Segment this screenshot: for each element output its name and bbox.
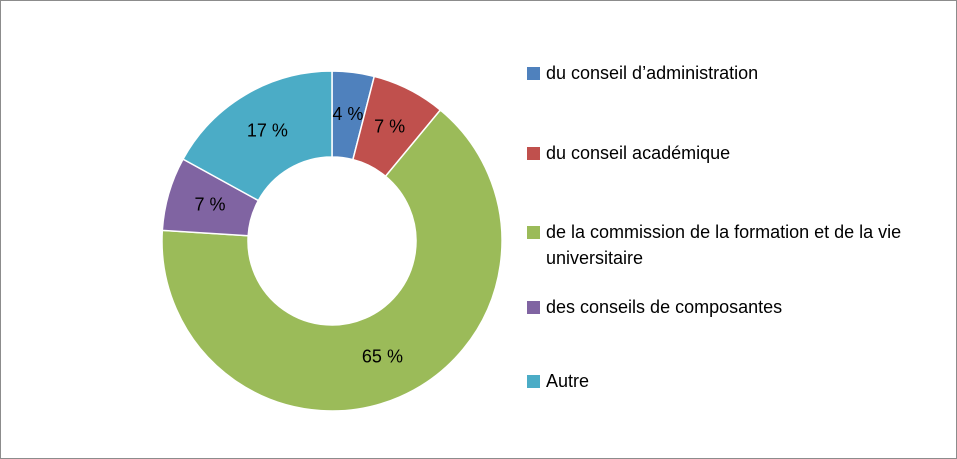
legend-label: du conseil d’administration	[546, 63, 759, 83]
data-label: 17 %	[247, 120, 288, 140]
legend-swatch	[527, 301, 540, 314]
legend-swatch	[527, 226, 540, 239]
legend-swatch	[527, 67, 540, 80]
legend-label: du conseil académique	[546, 143, 731, 163]
donut-slice	[182, 70, 333, 202]
data-label: 65 %	[362, 346, 403, 366]
legend-label: de la commission de la formation et de l…	[546, 222, 902, 268]
legend-item: de la commission de la formation et de l…	[527, 219, 947, 271]
legend-item: du conseil académique	[527, 140, 947, 166]
legend-swatch	[527, 375, 540, 388]
donut-slice	[161, 108, 503, 412]
data-label: 7 %	[195, 194, 226, 214]
legend-label: des conseils de composantes	[546, 297, 783, 317]
data-label: 4 %	[332, 104, 363, 124]
legend-item: Autre	[527, 368, 947, 394]
legend-item: du conseil d’administration	[527, 60, 947, 86]
data-label: 7 %	[374, 117, 405, 137]
legend-label: Autre	[546, 371, 590, 391]
legend-swatch	[527, 147, 540, 160]
legend-item: des conseils de composantes	[527, 294, 947, 320]
